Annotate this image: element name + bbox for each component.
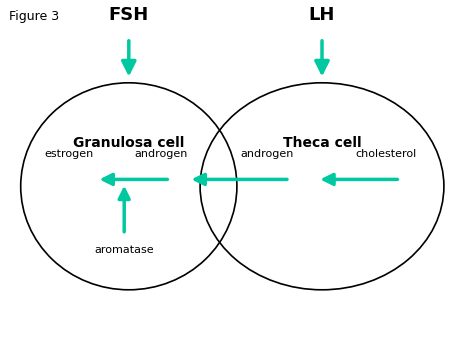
Text: Theca cell: Theca cell xyxy=(282,136,360,150)
Text: estrogen: estrogen xyxy=(44,149,94,159)
Text: androgen: androgen xyxy=(240,149,293,159)
Text: androgen: androgen xyxy=(134,149,187,159)
Text: aromatase: aromatase xyxy=(94,245,154,255)
Text: FSH: FSH xyxy=(108,6,149,24)
Text: Figure 3: Figure 3 xyxy=(9,10,59,23)
Text: Granulosa cell: Granulosa cell xyxy=(73,136,184,150)
Text: LH: LH xyxy=(308,6,335,24)
Text: cholesterol: cholesterol xyxy=(355,149,416,159)
